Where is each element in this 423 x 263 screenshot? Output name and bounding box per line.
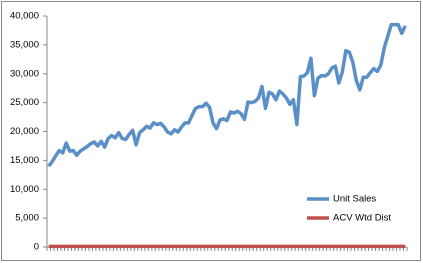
legend-label: Unit Sales [333,194,377,205]
series-line [47,22,407,168]
y-tick-label: 25,000 [10,97,39,108]
y-tick-label: 20,000 [10,126,39,137]
y-tick-label: 35,000 [10,39,39,50]
legend-label: ACV Wtd Dist [333,213,391,224]
y-tick-label: 30,000 [10,68,39,79]
y-tick-label: 40,000 [10,11,39,22]
y-tick-label: 5,000 [15,213,39,224]
y-tick-label: 10,000 [10,184,39,195]
y-tick-label: 0 [34,242,39,253]
y-tick-label: 15,000 [10,155,39,166]
